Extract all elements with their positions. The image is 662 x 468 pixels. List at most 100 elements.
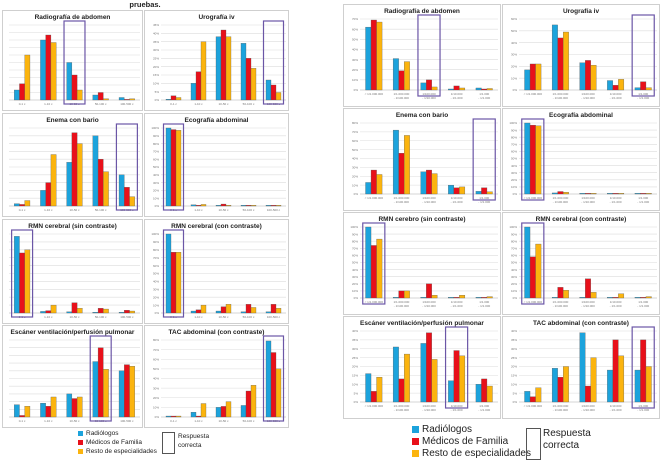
bar-medicos	[97, 347, 104, 418]
y-tick-label: 40%	[153, 280, 159, 284]
bar-medicos	[220, 203, 227, 207]
bar-chart: 0% 5% 10% 15% 20% 25% 30% 35% 40% < 1/1.000.000 1/…	[511, 326, 657, 412]
y-tick-label: 80%	[153, 142, 159, 146]
legend-item-radiologos: Radiólogos	[78, 430, 157, 437]
bar-radiologos	[92, 361, 99, 418]
y-tick-label: 70%	[352, 130, 358, 134]
bar-resto	[590, 65, 597, 91]
y-tick-label: 30%	[511, 53, 517, 57]
bar-chart: 0% 5% 10% 15% 20% 25% 30% 35% 40% 45% 0-1 c 1-10 c 1…	[153, 20, 286, 106]
bar-resto	[459, 295, 466, 299]
bar-medicos	[170, 129, 177, 207]
y-tick-label: 35%	[352, 338, 358, 342]
x-tick-label: 1/1.000.000	[393, 92, 409, 96]
y-tick-label: 80%	[511, 239, 517, 243]
x-tick-label: 1-10 c	[44, 208, 53, 212]
bar-resto	[563, 192, 569, 195]
bar-medicos	[195, 309, 202, 314]
bar-medicos	[585, 278, 591, 299]
y-tick-label: 90%	[511, 128, 517, 132]
x-tick-label: - 1/10.000	[581, 304, 595, 308]
bar-radiologos	[190, 412, 197, 418]
x-tick-label: 1-10 c	[194, 419, 203, 423]
x-tick-label: 1/100.000	[581, 404, 595, 408]
x-tick-label: 1/1.000.000	[552, 196, 568, 200]
legend-label: Médicos de Familia	[422, 436, 509, 447]
bar-resto	[535, 125, 542, 195]
bar-medicos	[612, 339, 619, 403]
bar-radiologos	[634, 369, 641, 403]
y-tick-label: 35%	[511, 338, 517, 342]
y-tick-label: 70%	[153, 348, 159, 352]
legend-correct-line1: Respuesta	[178, 433, 210, 440]
y-tick-label: 30%	[153, 386, 159, 390]
bar-medicos	[585, 60, 591, 91]
y-tick-label: 100%	[509, 225, 517, 229]
bar-radiologos	[365, 26, 372, 91]
bar-radiologos	[190, 310, 197, 314]
y-tick-label: 40%	[352, 48, 358, 52]
bar-resto	[459, 186, 466, 195]
x-tick-label: 1/10.000	[610, 404, 622, 408]
bar-radiologos	[475, 87, 482, 91]
y-tick-label: 30%	[511, 275, 517, 279]
x-tick-label: - 1/1.000	[637, 200, 649, 204]
chart-panel: Radiografía de abdomen 0% 10% 20% 30% 40% 50% 6…	[343, 4, 501, 107]
bar-radiologos	[92, 94, 99, 101]
legend-swatch	[412, 450, 419, 457]
y-tick-label: 5%	[354, 391, 359, 395]
bar-resto	[404, 135, 410, 195]
y-tick-label: 40%	[153, 173, 159, 177]
bar-radiologos	[265, 340, 272, 418]
bar-medicos	[612, 297, 619, 299]
bar-radiologos	[14, 404, 20, 418]
bar-resto	[590, 292, 597, 299]
x-tick-label: - 1/1.000	[451, 200, 463, 204]
bar-resto	[200, 403, 207, 418]
y-tick-label: 40%	[352, 329, 358, 333]
bar-resto	[404, 353, 410, 403]
bar-medicos	[640, 339, 647, 403]
y-tick-label: 100%	[350, 225, 358, 229]
chart-panel: Escáner ventilación/perfusión pulmonar 0%…	[343, 316, 501, 419]
x-tick-label: 1/1.000	[638, 92, 648, 96]
bar-radiologos	[118, 97, 125, 101]
bar-radiologos	[448, 88, 454, 91]
bar-radiologos	[634, 297, 641, 299]
bar-resto	[103, 308, 109, 314]
x-tick-label: 1/1.000.000	[552, 92, 568, 96]
y-tick-label: 10%	[352, 183, 358, 187]
bar-medicos	[19, 252, 25, 314]
y-tick-label: 25%	[511, 356, 517, 360]
y-tick-label: 0%	[155, 415, 160, 419]
bar-radiologos	[165, 99, 172, 101]
bar-resto	[129, 366, 135, 418]
bar-resto	[431, 173, 438, 195]
y-tick-label: 0%	[513, 400, 518, 404]
correct-answer-box	[362, 222, 386, 305]
x-tick-label: 1/10.000	[451, 404, 463, 408]
y-tick-label: 70%	[153, 256, 159, 260]
chart-title: Radiografía de abdomen	[384, 8, 460, 15]
bar-chart: 0-1 c 1-10 c 10-50 c 50-100 c 100-500 c	[9, 123, 140, 212]
bar-radiologos	[92, 312, 99, 314]
x-tick-label: 10-50 c	[218, 102, 229, 106]
bar-radiologos	[475, 297, 482, 299]
y-tick-label: 25%	[352, 356, 358, 360]
bar-radiologos	[14, 89, 20, 101]
bar-resto	[275, 92, 282, 101]
chart-title: TAC abdominal (con contraste)	[168, 329, 265, 336]
correct-answer-box	[262, 335, 285, 422]
legend-correct-line2: correcta	[543, 440, 580, 451]
bar-radiologos	[524, 122, 531, 195]
bar-resto	[404, 61, 410, 91]
x-tick-label: 1/10.000	[610, 196, 622, 200]
bar-radiologos	[524, 69, 531, 91]
y-tick-label: 30%	[352, 275, 358, 279]
bar-medicos	[220, 29, 227, 101]
bar-resto	[275, 205, 282, 207]
bar-resto	[618, 355, 625, 403]
bar-resto	[24, 406, 31, 418]
bar-medicos	[270, 352, 277, 418]
